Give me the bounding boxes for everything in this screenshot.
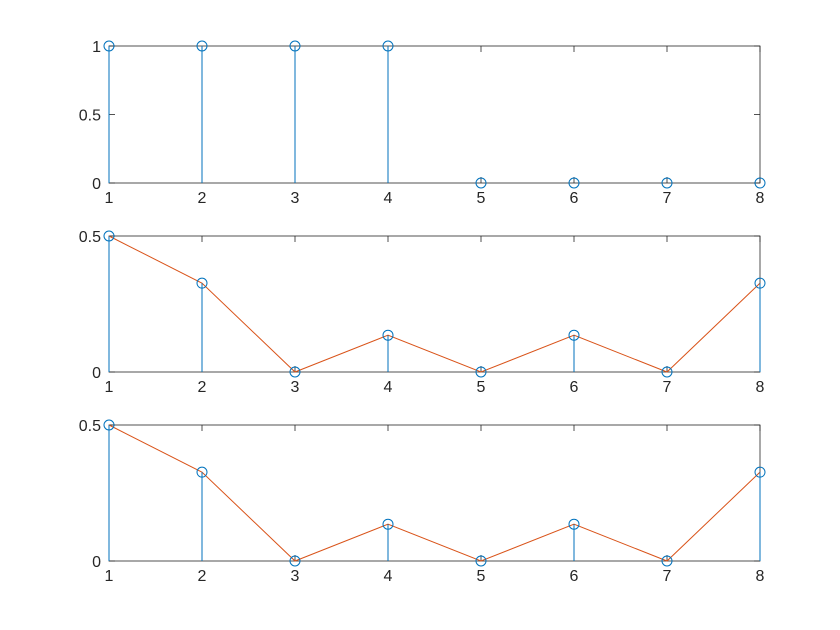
subplot-1: 1 2 3 4 5 6 7 8 0 0.5 1 [79,39,766,207]
stem-marker [196,277,208,289]
stem-marker [382,518,394,530]
stem-marker [661,366,673,378]
x-tick-label: 8 [756,379,765,396]
axes-box [108,235,761,373]
y-tick-label: 0 [92,554,101,571]
stem-marker [103,40,115,52]
x-tick-label: 1 [105,568,114,585]
x-tick-label: 2 [198,568,207,585]
axes-box [108,45,761,184]
x-tick-label: 4 [384,379,393,396]
y-tick-label: 1 [92,39,101,56]
stem-marker [661,177,673,189]
stem-marker [754,466,766,478]
x-tick-label: 2 [198,190,207,207]
stem-marker [196,40,208,52]
x-tick-label: 1 [105,190,114,207]
stem-marker [382,40,394,52]
x-tick-label: 7 [663,379,672,396]
stem-marker [568,518,580,530]
x-tick-label: 5 [477,379,486,396]
stem-marker [103,230,115,242]
stem-marker [568,329,580,341]
x-tick-label: 6 [570,379,579,396]
x-tick-label: 4 [384,190,393,207]
series-line [108,235,761,373]
stem-marker [289,40,301,52]
x-tick-label: 3 [291,568,300,585]
stem-marker [289,555,301,567]
stem-marker [661,555,673,567]
stem-marker [568,177,580,189]
y-tick-label: 0.5 [79,108,101,125]
stem-marker [475,177,487,189]
stem-marker [754,177,766,189]
x-tick-label: 1 [105,379,114,396]
x-tick-label: 7 [663,190,672,207]
x-tick-label: 5 [477,190,486,207]
stem-marker [382,329,394,341]
x-tick-label: 7 [663,568,672,585]
x-tick-label: 8 [756,190,765,207]
x-tick-label: 8 [756,568,765,585]
y-tick-label: 0 [92,176,101,193]
x-tick-label: 3 [291,190,300,207]
stem-marker [754,277,766,289]
stem-marker [475,555,487,567]
stem-marker [475,366,487,378]
x-tick-label: 4 [384,568,393,585]
axes-box [108,424,761,562]
series-line [108,424,761,562]
stem-marker [289,366,301,378]
x-tick-label: 2 [198,379,207,396]
y-tick-label: 0.5 [79,418,101,435]
stem-marker [196,466,208,478]
x-tick-label: 6 [570,190,579,207]
y-tick-label: 0.5 [79,229,101,246]
stem-marker [103,419,115,431]
x-tick-label: 6 [570,568,579,585]
y-tick-label: 0 [92,365,101,382]
x-tick-label: 3 [291,379,300,396]
subplot-2: 1 2 3 4 5 6 7 8 0 0.5 [79,229,766,396]
x-tick-label: 5 [477,568,486,585]
subplot-3: 1 2 3 4 5 6 7 8 0 0.5 [79,418,766,585]
